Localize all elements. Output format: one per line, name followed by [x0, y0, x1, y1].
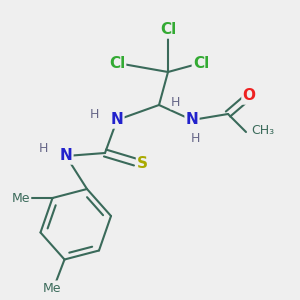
Text: Cl: Cl [109, 56, 125, 70]
Text: H: H [90, 107, 99, 121]
Text: N: N [111, 112, 123, 128]
Text: N: N [60, 148, 72, 164]
Text: H: H [190, 131, 200, 145]
Text: O: O [242, 88, 256, 104]
Text: H: H [39, 142, 48, 155]
Text: Cl: Cl [160, 22, 176, 38]
Text: CH₃: CH₃ [251, 124, 274, 137]
Text: H: H [171, 95, 180, 109]
Text: S: S [137, 156, 148, 171]
Text: N: N [186, 112, 198, 128]
Text: Me: Me [12, 191, 30, 205]
Text: Cl: Cl [193, 56, 209, 70]
Text: Me: Me [43, 281, 62, 295]
